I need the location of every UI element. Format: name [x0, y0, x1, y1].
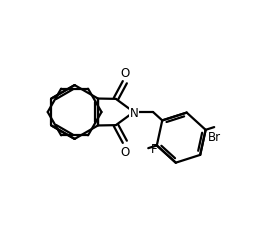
Text: F: F — [151, 142, 157, 155]
Text: N: N — [129, 106, 138, 119]
Text: Br: Br — [208, 130, 221, 144]
Text: O: O — [120, 145, 129, 158]
Text: O: O — [120, 67, 129, 80]
